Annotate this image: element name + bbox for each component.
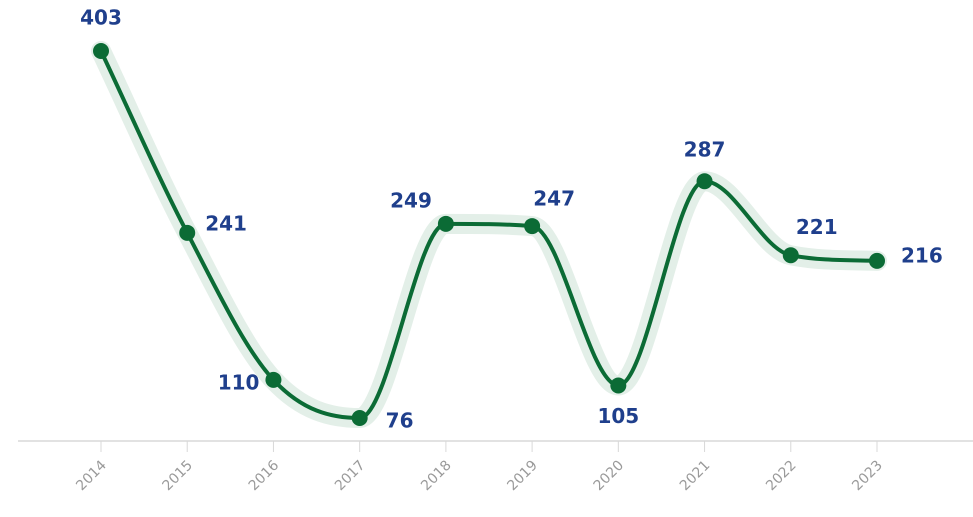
value-label: 287 <box>684 138 726 162</box>
value-label: 221 <box>796 215 838 239</box>
x-tick-label: 2020 <box>591 458 628 495</box>
x-tick-label: 2022 <box>763 458 800 495</box>
point <box>351 410 368 426</box>
x-tick-label: 2016 <box>246 457 283 494</box>
point <box>93 43 109 59</box>
point <box>179 224 196 241</box>
value-label: 241 <box>205 211 247 235</box>
x-tick-label: 2021 <box>677 458 714 495</box>
value-label: 110 <box>218 370 260 394</box>
value-label: 216 <box>901 243 943 267</box>
x-tick-label: 2015 <box>160 458 197 495</box>
x-tick-label: 2019 <box>504 458 541 495</box>
point <box>524 218 541 235</box>
value-label: 76 <box>386 409 414 433</box>
point <box>610 377 627 394</box>
value-label: 105 <box>597 404 639 428</box>
point <box>696 173 713 190</box>
x-tick-label: 2023 <box>849 458 886 495</box>
value-label: 403 <box>80 6 122 30</box>
value-label: 247 <box>533 187 575 211</box>
point <box>437 215 454 232</box>
x-tick-label: 2014 <box>73 457 110 494</box>
line <box>99 50 878 421</box>
point <box>869 252 885 269</box>
point <box>265 371 282 388</box>
x-tick-label: 2018 <box>418 458 455 495</box>
x-tick-label: 2017 <box>332 458 369 495</box>
value-label: 249 <box>390 188 432 212</box>
point <box>782 247 799 264</box>
